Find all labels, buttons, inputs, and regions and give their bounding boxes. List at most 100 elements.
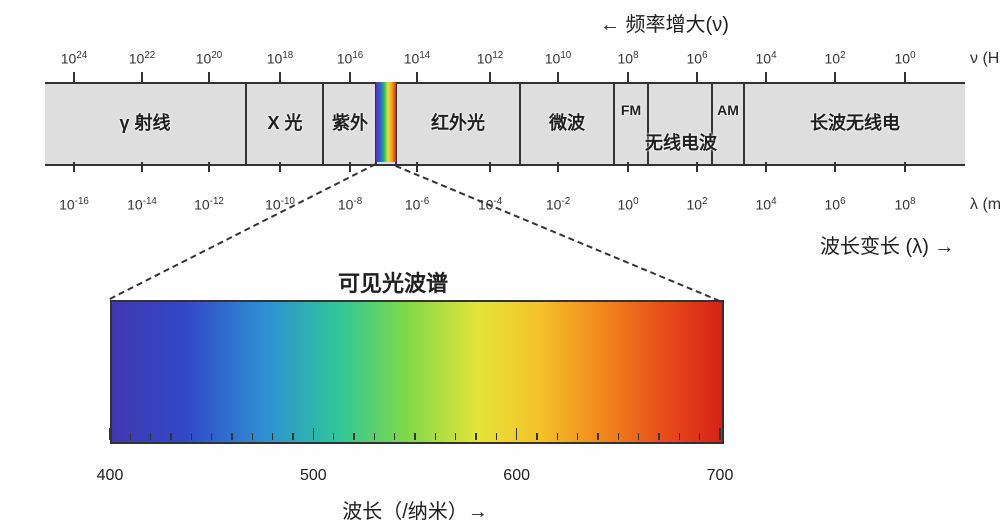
- freq-tick: [349, 72, 351, 82]
- visible-light-strip: [376, 82, 396, 162]
- band-divider: [613, 82, 615, 166]
- visible-ruler-tick: [516, 428, 518, 440]
- visible-ruler-tick: [435, 433, 437, 440]
- visible-ruler-tick: [353, 433, 355, 440]
- wave-tick: [904, 162, 906, 172]
- wave-tick: [696, 162, 698, 172]
- wave-tick: [141, 162, 143, 172]
- visible-axis-tick-label: 600: [503, 467, 530, 485]
- visible-ruler-tick: [719, 428, 721, 440]
- wave-tick-label: 106: [824, 196, 845, 213]
- visible-ruler-tick: [170, 433, 172, 440]
- freq-tick-label: 100: [894, 50, 915, 67]
- visible-ruler-tick: [150, 433, 152, 440]
- visible-ruler-tick: [292, 433, 294, 440]
- wave-tick-label: 10-2: [546, 196, 570, 213]
- visible-ruler-tick: [618, 433, 620, 440]
- freq-tick: [416, 72, 418, 82]
- freq-tick: [834, 72, 836, 82]
- connector-dash: [109, 163, 376, 300]
- wave-tick: [349, 162, 351, 172]
- band-region-label: AM: [717, 102, 739, 118]
- band-region-label: 微波: [549, 109, 585, 135]
- visible-ruler-tick: [394, 433, 396, 440]
- band-region-label: 无线电波: [645, 129, 717, 155]
- visible-ruler-tick: [455, 433, 457, 440]
- band-divider: [322, 82, 324, 166]
- wave-tick: [627, 162, 629, 172]
- visible-axis-tick-label: 500: [300, 467, 327, 485]
- wave-tick: [416, 162, 418, 172]
- freq-axis-unit: ν (Hz): [970, 50, 1000, 68]
- band-region-label: 红外光: [431, 109, 485, 135]
- visible-ruler-tick: [658, 433, 660, 440]
- visible-ruler-tick: [638, 433, 640, 440]
- wave-tick-label: 10-16: [59, 196, 89, 213]
- freq-tick: [73, 72, 75, 82]
- wave-tick: [557, 162, 559, 172]
- visible-ruler-tick: [374, 433, 376, 440]
- freq-tick-label: 1016: [337, 50, 363, 67]
- band-divider: [519, 82, 521, 166]
- visible-ruler-tick: [679, 433, 681, 440]
- wave-tick: [279, 162, 281, 172]
- freq-tick-label: 102: [824, 50, 845, 67]
- band-region-label: γ 射线: [119, 109, 170, 135]
- wave-axis-unit: λ (m): [970, 196, 1000, 214]
- visible-ruler-tick: [231, 433, 233, 440]
- visible-axis-tick-label: 400: [97, 467, 124, 485]
- visible-ruler-tick: [597, 433, 599, 440]
- freq-tick: [904, 72, 906, 82]
- freq-tick: [627, 72, 629, 82]
- wave-tick: [489, 162, 491, 172]
- visible-ruler-tick: [577, 433, 579, 440]
- visible-ruler-tick: [557, 433, 559, 440]
- visible-ruler-tick: [536, 433, 538, 440]
- band-region-label: 紫外: [332, 109, 368, 135]
- wave-tick: [208, 162, 210, 172]
- visible-ruler-tick: [496, 433, 498, 440]
- freq-direction-label: ← 频率增大(ν): [600, 8, 729, 37]
- freq-tick: [765, 72, 767, 82]
- visible-spectrum-box: [110, 300, 724, 444]
- band-region-label: 长波无线电: [810, 109, 900, 135]
- wave-direction-label: 波长变长 (λ) →: [820, 230, 954, 259]
- wave-tick-label: 102: [686, 196, 707, 213]
- freq-tick-label: 1010: [545, 50, 571, 67]
- wave-tick: [73, 162, 75, 172]
- visible-ruler-tick: [414, 433, 416, 440]
- freq-tick: [557, 72, 559, 82]
- freq-tick-label: 1012: [477, 50, 503, 67]
- visible-ruler-tick: [272, 433, 274, 440]
- freq-tick-label: 104: [755, 50, 776, 67]
- visible-spectrum-title: 可见光波谱: [338, 266, 448, 298]
- freq-tick-label: 1024: [61, 50, 87, 67]
- visible-ruler-tick: [211, 433, 213, 440]
- band-region-label: X 光: [267, 109, 302, 135]
- visible-ruler-tick: [333, 433, 335, 440]
- freq-tick-label: 1014: [404, 50, 430, 67]
- wave-tick-label: 100: [617, 196, 638, 213]
- visible-axis-title: 波长（/纳米）→: [342, 495, 488, 524]
- freq-tick-label: 108: [617, 50, 638, 67]
- wave-tick-label: 10-12: [194, 196, 224, 213]
- wave-tick-label: 108: [894, 196, 915, 213]
- freq-tick: [141, 72, 143, 82]
- freq-tick: [489, 72, 491, 82]
- visible-ruler-tick: [699, 433, 701, 440]
- freq-tick-label: 1020: [196, 50, 222, 67]
- freq-tick: [696, 72, 698, 82]
- band-divider: [743, 82, 745, 166]
- band-region-label: FM: [621, 102, 641, 118]
- freq-tick-label: 1018: [267, 50, 293, 67]
- freq-tick-label: 106: [686, 50, 707, 67]
- band-divider: [245, 82, 247, 166]
- visible-ruler-tick: [252, 433, 254, 440]
- wave-tick-label: 10-14: [127, 196, 157, 213]
- wave-tick-label: 10-6: [405, 196, 429, 213]
- visible-axis-tick-label: 700: [707, 467, 734, 485]
- visible-ruler-tick: [475, 433, 477, 440]
- visible-ruler-tick: [191, 433, 193, 440]
- wave-tick: [765, 162, 767, 172]
- freq-tick: [208, 72, 210, 82]
